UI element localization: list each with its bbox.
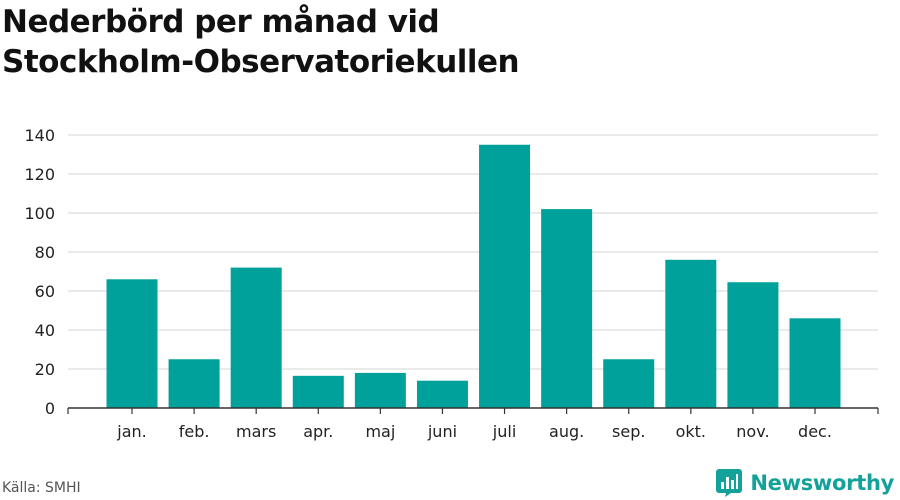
- x-tick-label: juni: [427, 422, 457, 441]
- brand-name: Newsworthy: [750, 471, 894, 495]
- chart-title-line-1: Nederbörd per månad vid: [2, 4, 440, 40]
- bar: [416, 380, 468, 408]
- x-tick-label: juli: [492, 422, 516, 441]
- x-tick-label: sep.: [612, 422, 645, 441]
- bar: [106, 279, 158, 408]
- y-tick-label: 20: [35, 360, 55, 379]
- y-tick-label: 80: [35, 243, 55, 262]
- y-tick-label: 120: [24, 165, 55, 184]
- bar: [230, 267, 282, 408]
- x-tick-label: dec.: [798, 422, 832, 441]
- y-tick-label: 0: [45, 399, 55, 418]
- chart-title: Nederbörd per månad vid Stockholm-Observ…: [2, 2, 882, 82]
- y-tick-label: 140: [24, 126, 55, 145]
- bar: [789, 318, 841, 408]
- bar: [541, 209, 593, 408]
- bar: [727, 282, 779, 408]
- bar: [168, 359, 220, 408]
- source-note: Källa: SMHI: [2, 480, 81, 496]
- x-tick-label: feb.: [179, 422, 210, 441]
- bars: [106, 144, 841, 408]
- x-tick-label: apr.: [303, 422, 333, 441]
- x-tick-label: mars: [236, 422, 276, 441]
- x-tick-label: nov.: [736, 422, 769, 441]
- brand-logo: Newsworthy: [716, 468, 894, 498]
- bar-chart-badge-icon: [716, 469, 743, 497]
- x-tick-label: jan.: [116, 422, 146, 441]
- x-tick-label: aug.: [549, 422, 584, 441]
- x-tick-label: maj: [365, 422, 395, 441]
- y-axis-tick-labels: 0 20 40 60 80 100 120 140: [24, 126, 55, 418]
- bar: [479, 144, 531, 408]
- y-tick-label: 60: [35, 282, 55, 301]
- axes: [67, 407, 879, 414]
- x-tick-label: okt.: [676, 422, 706, 441]
- bar: [603, 359, 655, 408]
- x-axis-tick-labels: jan. feb. mars apr. maj juni juli aug. sep. okt. n…: [116, 422, 832, 441]
- y-tick-label: 100: [24, 204, 55, 223]
- chart-title-line-2: Stockholm-Observatoriekullen: [2, 44, 520, 80]
- bar: [354, 372, 406, 408]
- bar: [665, 259, 717, 408]
- bar: [292, 375, 344, 408]
- y-tick-label: 40: [35, 321, 55, 340]
